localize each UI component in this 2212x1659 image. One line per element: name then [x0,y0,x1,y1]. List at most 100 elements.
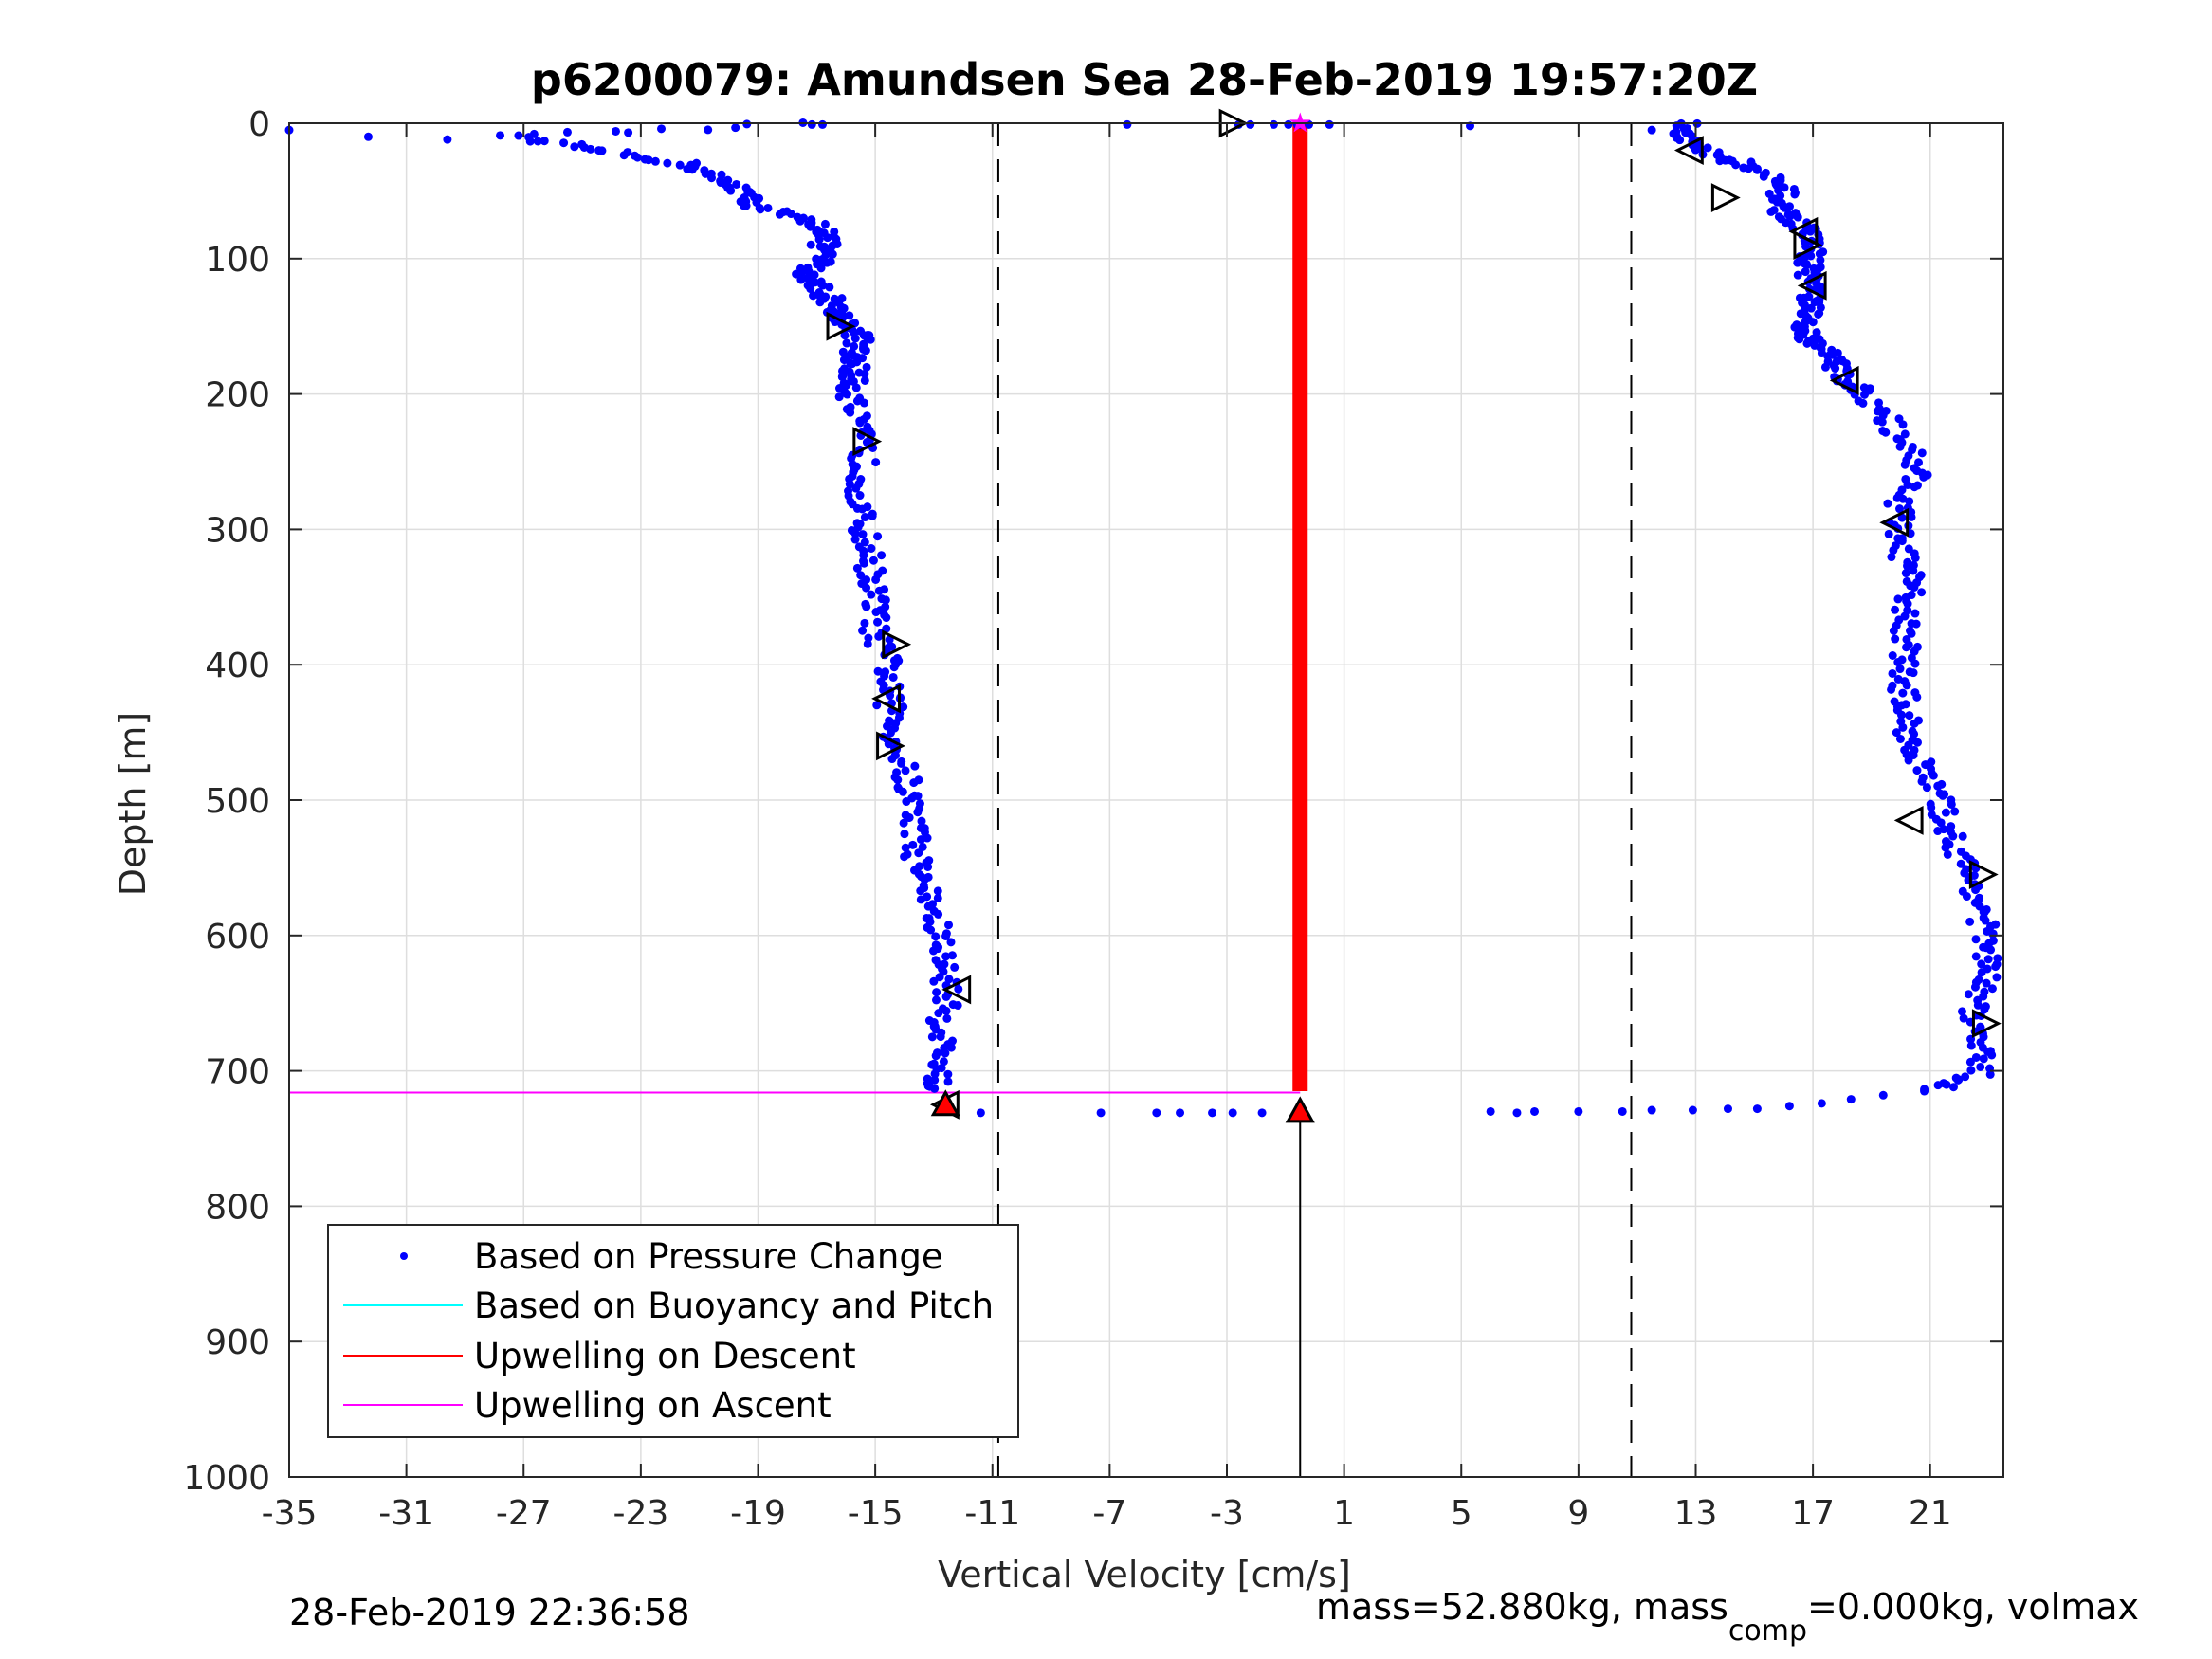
ascent-velocity-point [1893,594,1903,604]
descent-velocity-point [828,249,837,259]
legend-label-buoyancy: Based on Buoyancy and Pitch [474,1285,994,1326]
triangle-marker [1893,805,1924,835]
x-tick-label: -11 [964,1494,1020,1533]
ascent-velocity-point [1897,513,1907,522]
descent-velocity-point [675,160,685,170]
footer-mass-suffix: =0.000kg, volmax [1807,1586,2139,1628]
chart-title: p6200079: Amundsen Sea 28-Feb-2019 19:57… [531,54,1758,105]
descent-velocity-point [860,375,869,385]
descent-velocity-point [931,932,941,941]
descent-velocity-point [859,344,868,354]
descent-velocity-point [594,146,604,155]
ascent-velocity-point [1912,766,1922,775]
ascent-velocity-point [1910,553,1920,562]
descent-velocity-point [834,392,844,402]
descent-velocity-point [632,153,642,162]
descent-velocity-point [797,268,807,278]
surface-velocity-point [363,132,373,141]
descent-velocity-point [901,843,910,852]
x-tick-label: -15 [848,1494,904,1533]
descent-velocity-point [657,124,667,134]
descent-velocity-point [926,925,936,935]
descent-velocity-point [943,1069,953,1079]
turnaround-velocity-point [1512,1108,1522,1118]
surface-velocity-point [1246,119,1255,129]
ascent-velocity-point [1898,688,1908,698]
ascent-velocity-point [1858,398,1868,408]
descent-velocity-point [941,932,951,941]
turnaround-velocity-point [1846,1095,1856,1104]
ascent-velocity-point [1831,364,1840,374]
y-tick-label: 400 [205,647,270,685]
ascent-velocity-point [1971,885,1981,895]
descent-velocity-point [877,551,887,560]
ascent-velocity-point [1795,335,1804,344]
ascent-velocity-point [1964,990,1973,999]
ascent-velocity-point [1917,588,1927,597]
ascent-velocity-point [1907,512,1916,521]
descent-velocity-point [942,1013,952,1023]
ascent-velocity-point [1895,504,1905,514]
surface-velocity-point [496,131,505,140]
descent-velocity-point [900,852,909,862]
triangle-marker [1793,230,1823,260]
descent-velocity-point [850,535,860,544]
descent-velocity-point [899,702,908,712]
turnaround-velocity-point [1228,1108,1237,1118]
descent-velocity-point [935,973,944,982]
descent-velocity-point [900,830,909,839]
ascent-velocity-point [1759,172,1768,181]
x-tick-label: 17 [1791,1494,1835,1533]
triangle-marker [852,427,883,457]
descent-velocity-point [946,1043,956,1052]
ascent-velocity-point [1881,428,1891,437]
ascent-velocity-point [1904,544,1913,554]
ascent-velocity-point [1991,962,2001,972]
surface-velocity-point [443,135,452,144]
descent-velocity-point [904,812,913,822]
ascent-velocity-point [1907,629,1916,638]
ascent-velocity-point [1895,734,1905,743]
ascent-velocity-point [1911,619,1921,629]
descent-velocity-point [525,137,535,146]
ascent-velocity-point [1903,561,1912,571]
ascent-velocity-point [1919,472,1929,482]
descent-velocity-point [941,992,951,1001]
descent-velocity-point [954,984,963,994]
descent-velocity-point [873,617,883,627]
ascent-velocity-point [1982,978,1991,988]
triangle-marker [1968,860,1999,889]
x-tick-label: -27 [496,1494,552,1533]
footer-mass-subscript: comp [1728,1614,1807,1648]
ascent-velocity-point [1910,609,1920,618]
descent-velocity-point [898,787,907,796]
turnaround-velocity-point [1647,1105,1656,1115]
descent-velocity-point [909,778,919,788]
descent-velocity-point [839,303,849,313]
descent-velocity-point [943,1077,953,1086]
turnaround-velocity-point [1784,1102,1794,1111]
legend-swatch-pressure [400,1252,408,1260]
descent-velocity-point [902,797,911,807]
descent-velocity-point [763,203,773,212]
descent-velocity-point [840,331,850,340]
ascent-velocity-point [1938,791,1947,800]
descent-velocity-point [803,273,813,283]
descent-velocity-point [853,522,863,532]
surface-velocity-point [1269,119,1278,129]
ascent-velocity-point [1891,634,1900,644]
turnaround-velocity-point [1152,1108,1161,1118]
descent-velocity-point [562,127,572,137]
y-tick-label: 300 [205,511,270,550]
descent-velocity-point [842,390,851,399]
descent-velocity-point [933,886,942,896]
ascent-velocity-point [1966,1041,1976,1050]
descent-velocity-point [796,275,806,284]
descent-velocity-point [855,418,865,428]
descent-velocity-point [944,921,954,930]
legend-label-pressure: Based on Pressure Change [474,1236,943,1277]
ascent-velocity-point [1922,783,1931,793]
surface-velocity-point [1123,119,1132,129]
descent-velocity-point [901,766,910,775]
descent-velocity-point [930,1069,940,1079]
